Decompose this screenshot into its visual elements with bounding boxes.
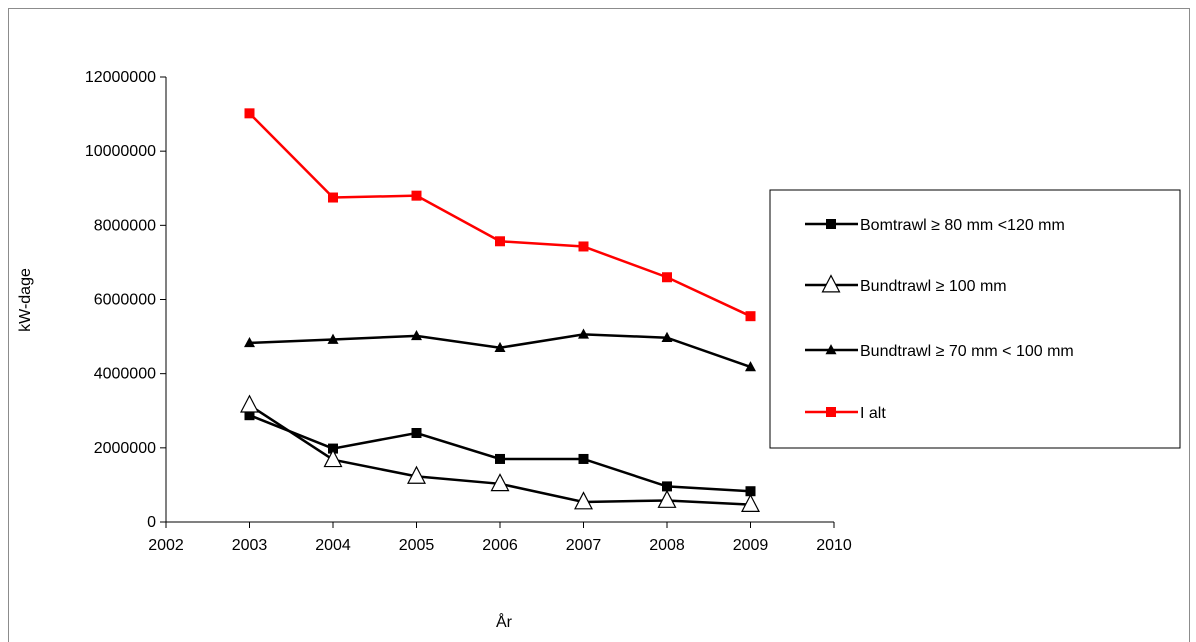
x-tick-label: 2009 — [733, 537, 769, 554]
data-point — [407, 465, 426, 484]
legend: Bomtrawl ≥ 80 mm <120 mm Bundtrawl ≥ 100 … — [769, 189, 1181, 449]
data-point — [578, 328, 589, 339]
data-point — [494, 341, 506, 352]
series-3 — [244, 328, 756, 372]
data-point — [328, 192, 338, 203]
x-tick-label: 2006 — [482, 537, 518, 554]
y-tick-label: 4000000 — [94, 366, 156, 383]
legend-marker — [821, 274, 841, 293]
data-point — [327, 333, 339, 344]
data-point — [411, 329, 422, 341]
x-tick-label: 2008 — [649, 537, 685, 554]
y-axis-title: kW-dage — [17, 268, 34, 332]
series-2 — [240, 394, 760, 513]
legend-label: Bundtrawl ≥ 70 mm < 100 mm — [860, 343, 1074, 360]
x-tick-label: 2005 — [399, 537, 435, 554]
x-axis-title: År — [496, 612, 513, 631]
data-point — [745, 361, 756, 372]
data-point — [495, 236, 505, 247]
y-tick-label: 0 — [147, 514, 156, 531]
data-point — [328, 443, 338, 454]
legend-entry: Bomtrawl ≥ 80 mm <120 mm — [805, 217, 1065, 234]
series-4 — [244, 108, 756, 322]
x-tick-label: 2004 — [315, 537, 351, 554]
data-point — [578, 241, 589, 252]
series-line — [248, 112, 752, 318]
data-point — [411, 428, 422, 438]
y-tick-label: 8000000 — [94, 217, 156, 234]
legend-entry: Bundtrawl ≥ 70 mm < 100 mm — [805, 343, 1074, 360]
x-tick-label: 2010 — [816, 537, 852, 554]
data-point — [323, 448, 343, 468]
data-point — [745, 486, 756, 497]
legend-marker — [826, 219, 836, 229]
data-point — [495, 453, 505, 464]
y-tick-label: 2000000 — [94, 440, 156, 457]
x-tick-label: 2002 — [148, 537, 184, 554]
legend-label: I alt — [860, 405, 886, 422]
data-point — [662, 272, 672, 283]
legend-box — [769, 189, 1181, 449]
chart-area-frame — [8, 8, 1190, 642]
data-point — [411, 190, 422, 201]
y-tick-label: 6000000 — [94, 292, 156, 309]
data-point — [661, 331, 673, 342]
legend-label: Bomtrawl ≥ 80 mm <120 mm — [860, 217, 1065, 234]
data-point — [244, 336, 255, 348]
x-tick-label: 2007 — [566, 537, 602, 554]
data-point — [657, 489, 677, 508]
legend-marker — [826, 407, 836, 417]
legend-entry: Bundtrawl ≥ 100 mm — [805, 274, 1007, 295]
data-point — [574, 491, 593, 510]
data-point — [240, 394, 259, 413]
data-point — [741, 493, 760, 513]
data-point — [745, 311, 756, 322]
legend-label: Bundtrawl ≥ 100 mm — [860, 278, 1007, 295]
y-tick-label: 10000000 — [85, 143, 156, 160]
y-tick-label: 12000000 — [85, 69, 156, 86]
series-layer — [240, 108, 760, 513]
data-point — [662, 481, 672, 492]
legend-marker — [825, 344, 837, 355]
legend-entry: I alt — [805, 405, 886, 422]
series-1 — [244, 410, 756, 497]
data-point — [578, 453, 589, 464]
x-tick-label: 2003 — [232, 537, 268, 554]
axes: 0 2000000 4000000 6000000 8000000 10000000 120… — [85, 69, 852, 554]
data-point — [490, 473, 510, 492]
data-point — [244, 108, 255, 119]
data-point — [244, 410, 255, 421]
